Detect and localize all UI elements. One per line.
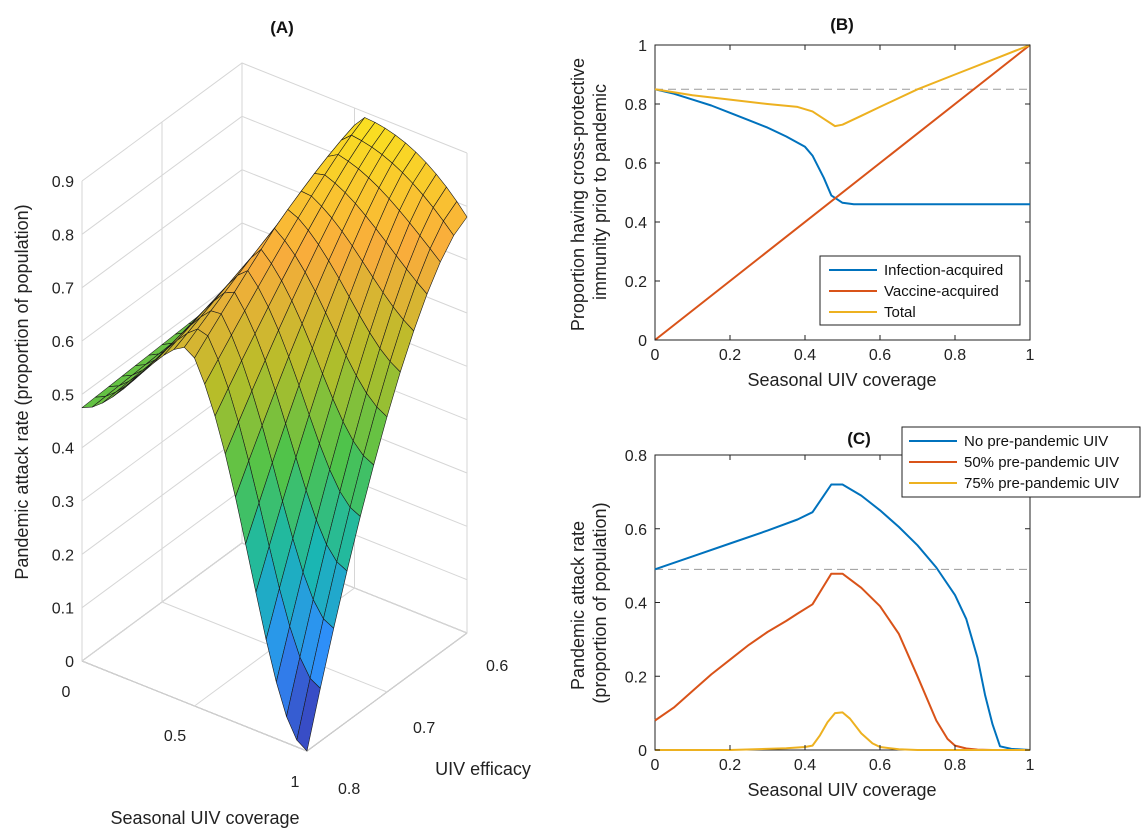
x-tick-label: 1 bbox=[1026, 757, 1035, 774]
coverage-tick-label: 0.5 bbox=[164, 728, 186, 745]
z-tick-label: 0.3 bbox=[52, 494, 74, 511]
x-tick-label: 0.8 bbox=[944, 757, 966, 774]
efficacy-tick-label: 0.8 bbox=[338, 781, 360, 798]
series-line bbox=[654, 483, 1031, 751]
panel-b-y-axis-label-line: Proportion having cross-protective bbox=[568, 58, 588, 331]
series-line bbox=[654, 44, 1031, 128]
x-tick-label: 0.6 bbox=[869, 347, 891, 364]
legend-label-no-pre-pandemic: No pre-pandemic UIV bbox=[964, 433, 1108, 450]
x-tick-label: 0.6 bbox=[869, 757, 891, 774]
z-tick-label: 0.5 bbox=[52, 387, 74, 404]
z-tick-label: 0.4 bbox=[52, 441, 74, 458]
panel-c-x-axis-label: Seasonal UIV coverage bbox=[747, 780, 936, 800]
panel-a: (A) 0 0.1 0.2 0.3 0.4 0.5 0.6 0.7 0.8 0.… bbox=[12, 18, 531, 828]
coverage-tick-label: 1 bbox=[291, 774, 300, 791]
z-tick-label: 0.2 bbox=[52, 547, 74, 564]
legend-label-vaccine-acquired: Vaccine-acquired bbox=[884, 283, 999, 300]
panel-a-coverage-axis-label: Seasonal UIV coverage bbox=[110, 808, 299, 828]
x-tick-label: 0 bbox=[651, 757, 660, 774]
y-tick-label: 0.2 bbox=[625, 274, 647, 291]
panel-b-y-tick-labels: 0 0.2 0.4 0.6 0.8 1 bbox=[625, 38, 647, 350]
series-line bbox=[654, 88, 1030, 206]
legend-label-infection-acquired: Infection-acquired bbox=[884, 262, 1003, 279]
x-tick-label: 0.8 bbox=[944, 347, 966, 364]
legend-label-75-pre-pandemic: 75% pre-pandemic UIV bbox=[964, 475, 1119, 492]
efficacy-gridline bbox=[81, 181, 308, 752]
panel-b-y-axis-label: Proportion having cross-protective immun… bbox=[568, 53, 610, 331]
coverage-tick-label: 0 bbox=[62, 684, 71, 701]
panel-b-series bbox=[654, 44, 1031, 341]
panel-c-series bbox=[654, 483, 1031, 751]
efficacy-tick-label: 0.6 bbox=[486, 658, 508, 675]
y-tick-label: 0.4 bbox=[625, 215, 647, 232]
x-tick-label: 0 bbox=[651, 347, 660, 364]
panel-b-tick-marks bbox=[654, 44, 1031, 341]
z-tick-label: 0.1 bbox=[52, 601, 74, 618]
panel-a-efficacy-axis-label: UIV efficacy bbox=[435, 759, 531, 779]
panel-b: (B) 0 0.2 0.4 0.6 0.8 1 0 0.2 0.4 0.6 0.… bbox=[568, 15, 1035, 390]
z-tick-label: 0 bbox=[65, 654, 74, 671]
surface-patch bbox=[296, 678, 321, 752]
z-tick-label: 0.6 bbox=[52, 334, 74, 351]
panel-c-y-tick-labels: 0 0.2 0.4 0.6 0.8 bbox=[625, 448, 647, 760]
panel-c-title: (C) bbox=[847, 429, 871, 448]
y-tick-label: 0.6 bbox=[625, 522, 647, 539]
series-line bbox=[655, 711, 1030, 751]
panel-b-title: (B) bbox=[830, 15, 854, 34]
legend-label-total: Total bbox=[884, 304, 916, 321]
y-tick-label: 0.8 bbox=[625, 448, 647, 465]
panel-a-efficacy-tick-labels: 0.6 0.7 0.8 bbox=[338, 658, 508, 798]
panel-b-x-axis-label: Seasonal UIV coverage bbox=[747, 370, 936, 390]
panel-a-z-tick-labels: 0 0.1 0.2 0.3 0.4 0.5 0.6 0.7 0.8 0.9 bbox=[52, 174, 74, 671]
y-tick-label: 0 bbox=[638, 743, 647, 760]
x-tick-label: 0.4 bbox=[794, 347, 816, 364]
y-tick-label: 0.6 bbox=[625, 156, 647, 173]
panel-a-z-axis-label: Pandemic attack rate (proportion of popu… bbox=[12, 204, 32, 579]
efficacy-tick-label: 0.7 bbox=[413, 720, 435, 737]
y-tick-label: 0.2 bbox=[625, 669, 647, 686]
y-tick-label: 1 bbox=[638, 38, 647, 55]
panel-b-legend: Infection-acquired Vaccine-acquired Tota… bbox=[819, 255, 1021, 326]
y-tick-label: 0.8 bbox=[625, 97, 647, 114]
panel-c-tick-marks bbox=[654, 454, 1031, 751]
z-tick-label: 0.9 bbox=[52, 174, 74, 191]
panel-c-x-tick-labels: 0 0.2 0.4 0.6 0.8 1 bbox=[651, 757, 1035, 774]
series-line bbox=[654, 44, 1031, 341]
panel-a-coverage-tick-labels: 0 0.5 1 bbox=[62, 684, 300, 791]
z-tick-label: 0.8 bbox=[52, 227, 74, 244]
legend-label-50-pre-pandemic: 50% pre-pandemic UIV bbox=[964, 454, 1119, 471]
panel-c-y-axis-label-line: (proportion of population) bbox=[590, 502, 610, 703]
panel-a-surface bbox=[81, 117, 468, 752]
x-tick-label: 0.2 bbox=[719, 757, 741, 774]
panel-c-legend: No pre-pandemic UIV 50% pre-pandemic UIV… bbox=[901, 426, 1141, 498]
panel-c: (C) 0 0.2 0.4 0.6 0.8 1 0 0.2 0.4 0.6 0.… bbox=[568, 426, 1141, 800]
z-tick-label: 0.7 bbox=[52, 281, 74, 298]
panel-c-y-axis-label-line: Pandemic attack rate bbox=[568, 521, 588, 690]
panel-b-x-tick-labels: 0 0.2 0.4 0.6 0.8 1 bbox=[651, 347, 1035, 364]
series-line bbox=[654, 572, 1030, 751]
x-tick-label: 0.2 bbox=[719, 347, 741, 364]
panel-b-y-axis-label-line: immunity prior to pandemic bbox=[590, 84, 610, 300]
panel-c-plot-area bbox=[654, 454, 1031, 751]
x-tick-label: 1 bbox=[1026, 347, 1035, 364]
y-tick-label: 0 bbox=[638, 333, 647, 350]
panel-a-title: (A) bbox=[270, 18, 294, 37]
panel-c-y-axis-label: Pandemic attack rate (proportion of popu… bbox=[568, 502, 610, 703]
x-tick-label: 0.4 bbox=[794, 757, 816, 774]
efficacy-gridline bbox=[241, 63, 468, 634]
y-tick-label: 0.4 bbox=[625, 596, 647, 613]
